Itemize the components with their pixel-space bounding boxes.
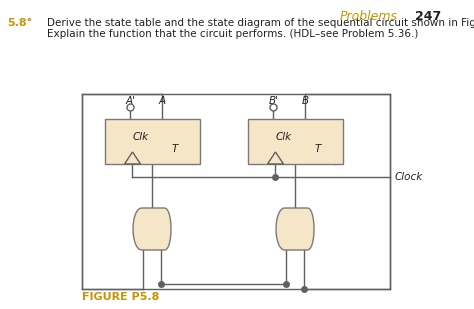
Text: FIGURE P5.8: FIGURE P5.8 xyxy=(82,292,159,302)
Text: Problems: Problems xyxy=(340,10,398,23)
Text: 247: 247 xyxy=(415,10,441,23)
Bar xyxy=(248,119,343,164)
Text: Clk: Clk xyxy=(275,132,292,142)
Circle shape xyxy=(127,104,134,111)
Text: T: T xyxy=(314,145,321,154)
Text: B': B' xyxy=(268,96,279,106)
Text: 5.8°: 5.8° xyxy=(7,18,32,28)
Circle shape xyxy=(270,104,277,111)
Polygon shape xyxy=(276,208,314,250)
Text: B: B xyxy=(302,96,309,106)
Bar xyxy=(105,119,200,164)
Text: Explain the function that the circuit performs. (HDL–see Problem 5.36.): Explain the function that the circuit pe… xyxy=(47,29,419,39)
Bar xyxy=(82,94,390,289)
Text: A': A' xyxy=(126,96,136,106)
Text: T: T xyxy=(171,145,178,154)
Text: Clock: Clock xyxy=(395,172,423,182)
Text: Clk: Clk xyxy=(132,132,148,142)
Text: Derive the state table and the state diagram of the sequential circuit shown in : Derive the state table and the state dia… xyxy=(47,18,474,28)
Polygon shape xyxy=(133,208,171,250)
Text: A: A xyxy=(159,96,166,106)
